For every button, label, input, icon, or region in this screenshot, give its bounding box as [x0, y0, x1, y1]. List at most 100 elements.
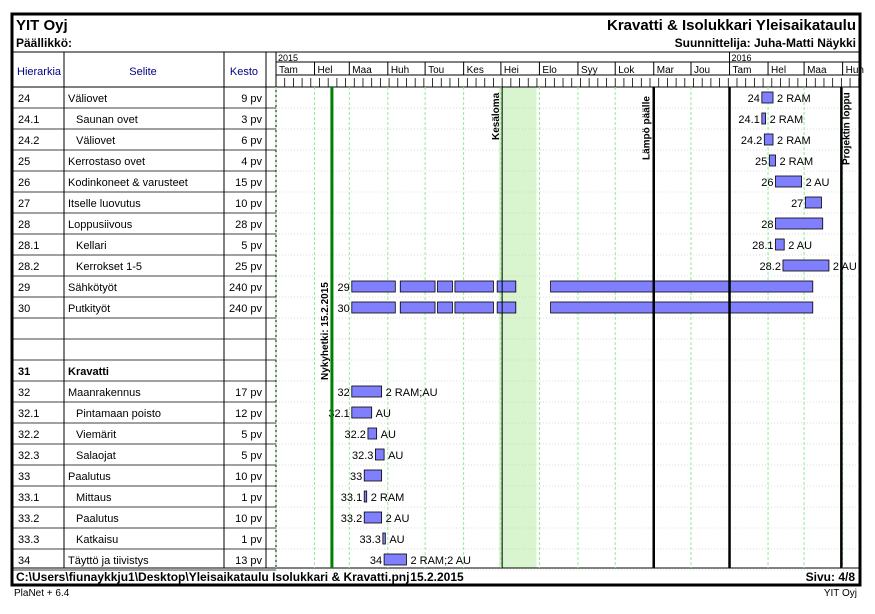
column-header-hierarchy: Hierarkia: [17, 66, 62, 78]
bar-id-label: 32.2: [345, 429, 366, 441]
task-bar[interactable]: [437, 280, 453, 293]
row-duration: 1 pv: [241, 492, 262, 504]
row-description: Kellari: [76, 240, 107, 252]
row-duration: 10 pv: [235, 198, 262, 210]
row-duration: 13 pv: [235, 555, 262, 567]
row-hierarchy: 32: [18, 387, 30, 399]
task-bar[interactable]: [804, 196, 822, 209]
task-bar[interactable]: [367, 427, 378, 440]
row-description: Täyttö ja tiivistys: [68, 555, 149, 567]
bar-id-label: 28.2: [760, 261, 781, 273]
bar-id-label: 30: [338, 303, 350, 315]
task-bar[interactable]: [382, 532, 386, 545]
task-bar[interactable]: [454, 280, 494, 293]
row-duration: 10 pv: [235, 513, 262, 525]
bar-id-label: 32.3: [352, 450, 373, 462]
year-label-2015: 2015: [278, 53, 298, 63]
task-bar[interactable]: [782, 259, 830, 272]
task-bar[interactable]: [437, 301, 453, 314]
task-bar[interactable]: [775, 238, 785, 251]
row-hierarchy: 27: [18, 198, 30, 210]
row-description: Loppusiivous: [68, 219, 133, 231]
timeline-header: Tam Hel Maa Huh Tou Kes Hei Elo Syy Lok Mar Jou Tam H…: [275, 52, 864, 87]
task-bar[interactable]: [363, 511, 383, 524]
row-description: Kodinkoneet & varusteet: [68, 177, 188, 189]
bar-id-label: 34: [370, 555, 382, 567]
task-bar[interactable]: [383, 553, 407, 566]
month-label: Kes: [467, 65, 484, 76]
month-label: Huh: [846, 65, 864, 76]
row-hierarchy: 24.2: [18, 135, 39, 147]
task-bar[interactable]: [351, 280, 396, 293]
month-label: Hel: [318, 65, 333, 76]
task-bar[interactable]: [550, 301, 814, 314]
bar-id-label: 33: [350, 471, 362, 483]
task-bar[interactable]: [496, 301, 517, 314]
planner-name: Suunnittelija: Juha-Matti Näykki: [675, 36, 856, 50]
task-bar[interactable]: [351, 406, 373, 419]
row-duration: 5 pv: [241, 240, 262, 252]
task-bar[interactable]: [351, 301, 396, 314]
bar-id-label: 33.1: [341, 492, 362, 504]
task-bar[interactable]: [351, 385, 383, 398]
row-hierarchy: 33: [18, 471, 30, 483]
month-label: Tam: [279, 65, 298, 76]
bar-id-label: 27: [791, 198, 803, 210]
task-bar[interactable]: [768, 154, 776, 167]
task-bar[interactable]: [496, 280, 517, 293]
month-label: Jou: [694, 65, 710, 76]
row-description: Saunan ovet: [76, 114, 138, 126]
row-description: Paalutus: [76, 513, 119, 525]
row-duration: 9 pv: [241, 93, 262, 105]
summer-annotation: Kesäloma: [491, 92, 502, 140]
summer-vacation-shade: [498, 87, 537, 568]
task-bar[interactable]: [763, 133, 774, 146]
task-bar[interactable]: [454, 301, 494, 314]
row-description: Katkaisu: [76, 534, 118, 546]
row-hierarchy: 33.2: [18, 513, 39, 525]
row-description: Salaojat: [76, 450, 116, 462]
row-description: Väliovet: [68, 93, 107, 105]
row-hierarchy: 32.2: [18, 429, 39, 441]
bar-id-label: 32.1: [328, 408, 349, 420]
bar-resource-label: 2 AU: [386, 513, 410, 525]
task-bar[interactable]: [761, 91, 774, 104]
task-rows: 24 Väliovet 9 pv 24.1 Saunan ovet 3 pv 24.2 Väl…: [12, 93, 860, 571]
bar-id-label: 28.1: [752, 240, 773, 252]
row-description: Pintamaan poisto: [76, 408, 161, 420]
task-bar[interactable]: [399, 301, 436, 314]
task-bar[interactable]: [363, 490, 368, 503]
task-bar[interactable]: [775, 175, 803, 188]
bar-resource-label: AU: [389, 534, 404, 546]
bar-resource-label: 2 RAM;2 AU: [410, 555, 471, 567]
row-duration: 10 pv: [235, 471, 262, 483]
month-label: Elo: [542, 65, 557, 76]
row-hierarchy: 32.1: [18, 408, 39, 420]
bar-resource-label: 2 RAM;AU: [386, 387, 438, 399]
task-bar[interactable]: [363, 469, 383, 482]
bar-resource-label: 2 RAM: [371, 492, 405, 504]
row-hierarchy: 30: [18, 303, 30, 315]
row-hierarchy: 33.1: [18, 492, 39, 504]
bar-id-label: 32: [338, 387, 350, 399]
row-duration: 240 pv: [229, 303, 263, 315]
row-duration: 5 pv: [241, 429, 262, 441]
row-description: Maanrakennus: [68, 387, 141, 399]
bar-resource-label: AU: [381, 429, 396, 441]
bar-resource-label: 2 RAM: [777, 93, 811, 105]
software-version: PlaNet + 6.4: [14, 588, 70, 599]
month-label: Maa: [352, 65, 372, 76]
task-bar[interactable]: [550, 280, 814, 293]
task-bar[interactable]: [775, 217, 824, 230]
task-bar[interactable]: [761, 112, 766, 125]
task-bar[interactable]: [375, 448, 385, 461]
row-duration: 28 pv: [235, 219, 262, 231]
bar-resource-label: AU: [376, 408, 391, 420]
row-duration: 4 pv: [241, 156, 262, 168]
row-hierarchy: 32.3: [18, 450, 39, 462]
bar-id-label: 29: [338, 282, 350, 294]
today-annotation: Nykyhetki: 15.2.2015: [320, 282, 331, 380]
month-label: Syy: [581, 65, 598, 76]
task-bar[interactable]: [399, 280, 436, 293]
